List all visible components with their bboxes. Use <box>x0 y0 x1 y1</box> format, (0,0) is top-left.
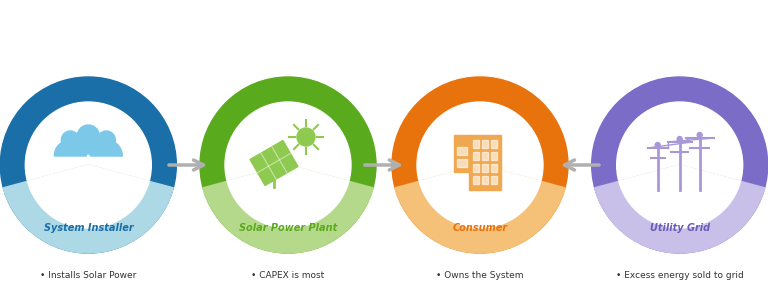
Wedge shape <box>594 165 765 253</box>
Wedge shape <box>3 165 174 253</box>
Circle shape <box>297 128 315 146</box>
Circle shape <box>25 102 151 228</box>
Bar <box>473 152 479 160</box>
Text: • CAPEX is most
common type ofrooftop
deployment in India: • CAPEX is most common type ofrooftop de… <box>235 271 341 283</box>
Bar <box>454 135 470 172</box>
Circle shape <box>200 77 376 253</box>
Bar <box>491 164 497 172</box>
Bar <box>469 135 501 190</box>
Circle shape <box>0 77 177 253</box>
Circle shape <box>61 131 79 149</box>
Bar <box>482 152 488 160</box>
Wedge shape <box>619 165 740 228</box>
Bar <box>482 176 488 184</box>
Wedge shape <box>419 165 541 228</box>
Bar <box>482 140 488 148</box>
Circle shape <box>225 102 351 228</box>
Wedge shape <box>395 165 565 253</box>
Bar <box>473 140 479 148</box>
Circle shape <box>617 102 743 228</box>
Circle shape <box>417 102 543 228</box>
Wedge shape <box>28 165 149 228</box>
Wedge shape <box>227 165 349 228</box>
Circle shape <box>392 77 568 253</box>
Bar <box>491 176 497 184</box>
Bar <box>473 164 479 172</box>
Text: Utility Grid: Utility Grid <box>650 223 710 233</box>
Text: • Installs Solar Power
plant at consumer’s site: • Installs Solar Power plant at consumer… <box>34 271 143 283</box>
Wedge shape <box>203 165 373 253</box>
Circle shape <box>591 77 768 253</box>
Circle shape <box>655 143 660 147</box>
Wedge shape <box>71 136 106 154</box>
Polygon shape <box>250 141 298 185</box>
Text: System Installer: System Installer <box>44 223 133 233</box>
Text: • Owns the System
• Aim to reduce
his power cost
• Bear the entire
expenditure f: • Owns the System • Aim to reduce his po… <box>434 271 526 283</box>
Bar <box>491 152 497 160</box>
Text: Consumer: Consumer <box>452 223 508 233</box>
Text: Solar Power Plant: Solar Power Plant <box>239 223 337 233</box>
Bar <box>473 176 479 184</box>
Bar <box>457 159 467 167</box>
Text: • Excess energy sold to grid
• Make settlement for excess
consumption: • Excess energy sold to grid • Make sett… <box>613 271 746 283</box>
Wedge shape <box>55 140 86 156</box>
Circle shape <box>78 125 99 147</box>
Circle shape <box>677 136 682 142</box>
Wedge shape <box>91 140 122 156</box>
Bar <box>482 164 488 172</box>
Bar <box>457 147 467 155</box>
Circle shape <box>697 132 702 138</box>
Circle shape <box>98 131 115 149</box>
Bar <box>491 140 497 148</box>
